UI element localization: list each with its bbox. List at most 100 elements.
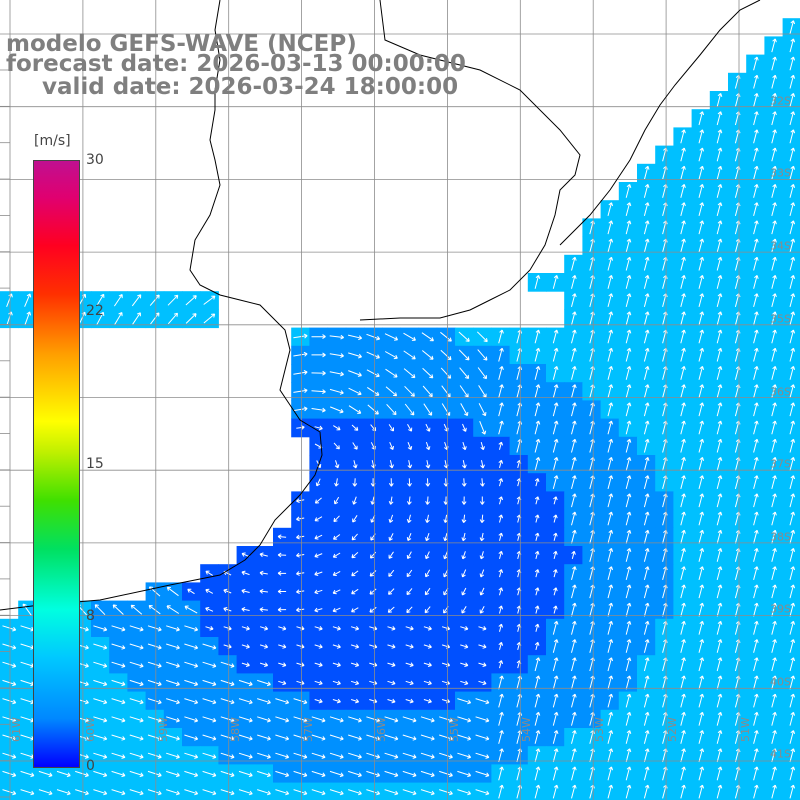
wind-arrow: [422, 385, 433, 398]
wind-arrow: [753, 693, 759, 708]
wind-arrow: [753, 784, 759, 799]
wind-arrow: [315, 478, 321, 487]
wind-arrow: [462, 423, 467, 432]
wind-arrow: [607, 675, 614, 690]
wind-arrow: [625, 675, 632, 690]
wind-arrow: [366, 716, 381, 723]
wind-arrow: [111, 661, 126, 668]
wind-arrow: [607, 620, 614, 635]
wind-arrow: [771, 438, 777, 453]
wind-arrow: [314, 516, 323, 522]
wind-arrow: [129, 643, 144, 650]
wind-arrow: [753, 238, 759, 253]
wind-arrow: [571, 566, 577, 581]
wind-arrow: [167, 312, 178, 325]
wind-arrow: [680, 202, 686, 217]
wind-arrow: [753, 384, 759, 399]
wind-arrow: [789, 602, 796, 617]
wind-arrow: [111, 734, 126, 741]
wind-arrow: [680, 329, 686, 344]
wind-arrow: [296, 662, 305, 667]
wind-arrow: [698, 675, 705, 690]
wind-arrow: [698, 566, 705, 581]
wind-arrow: [388, 551, 394, 559]
wind-arrow: [402, 789, 417, 796]
wind-arrow: [348, 387, 362, 396]
wind-arrow: [625, 693, 632, 708]
wind-arrow: [789, 693, 796, 708]
wind-arrow: [348, 405, 362, 414]
wind-arrow: [184, 734, 199, 741]
wind-arrow: [552, 438, 559, 453]
wind-arrow: [275, 698, 290, 705]
wind-arrow: [643, 711, 650, 726]
lat-label: 37S: [770, 457, 791, 471]
wind-arrow: [223, 607, 232, 612]
wind-arrow: [643, 366, 650, 380]
wind-arrow: [716, 620, 723, 635]
wind-arrow: [607, 238, 614, 253]
wind-arrow: [367, 386, 380, 396]
wind-arrow: [753, 220, 759, 235]
wind-arrow: [753, 111, 759, 126]
wind-arrow: [607, 584, 614, 599]
wind-arrow: [202, 789, 217, 796]
wind-arrow: [477, 349, 488, 361]
wind-arrow: [332, 644, 341, 649]
wind-arrow: [716, 784, 723, 799]
wind-arrow: [607, 639, 614, 653]
wind-arrow: [680, 711, 686, 726]
wind-arrow: [277, 589, 287, 594]
wind-arrow: [111, 698, 126, 705]
wind-arrow: [625, 584, 632, 599]
wind-arrow: [680, 129, 686, 144]
wind-arrow: [753, 366, 759, 380]
wind-arrow: [571, 293, 577, 308]
wind-arrow: [534, 384, 541, 399]
wind-arrow: [220, 789, 235, 796]
wind-arrow: [332, 625, 341, 631]
wind-arrow: [771, 711, 777, 726]
wind-arrow: [2, 734, 17, 741]
wind-arrow: [534, 532, 540, 541]
wind-arrow: [553, 514, 558, 523]
wind-arrow: [406, 588, 413, 596]
wind-arrow: [475, 698, 490, 705]
wind-arrow: [388, 533, 394, 541]
wind-arrow: [698, 438, 705, 453]
wind-arrow: [716, 420, 723, 435]
wind-arrow: [625, 748, 632, 763]
wind-arrow: [698, 184, 705, 198]
wind-arrow: [2, 679, 17, 687]
wind-arrow: [716, 384, 723, 399]
wind-arrow: [311, 334, 326, 340]
wind-arrow: [534, 457, 541, 471]
wind-arrow: [296, 625, 305, 631]
lat-label: 32S: [770, 94, 791, 108]
wind-arrow: [241, 570, 250, 576]
wind-arrow: [311, 716, 326, 723]
wind-arrow: [643, 275, 650, 289]
wind-arrow: [311, 352, 326, 358]
wind-arrow: [716, 730, 723, 744]
wind-arrow: [2, 789, 17, 796]
wind-arrow: [348, 716, 362, 723]
wind-arrow: [571, 420, 577, 435]
wind-arrow: [698, 457, 705, 471]
wind-arrow: [789, 511, 796, 526]
wind-arrow: [552, 711, 559, 726]
wind-arrow: [366, 770, 381, 778]
wind-arrow: [369, 588, 377, 595]
wind-arrow: [461, 551, 467, 560]
wind-arrow: [329, 388, 344, 395]
wind-arrow: [111, 770, 126, 778]
wind-arrow: [698, 384, 705, 399]
wind-arrow: [680, 220, 686, 235]
wind-arrow: [293, 351, 308, 357]
wind-arrow: [552, 675, 559, 690]
wind-arrow: [352, 496, 357, 505]
wind-arrow: [753, 639, 759, 653]
wind-arrow: [571, 311, 577, 326]
wind-arrow: [366, 351, 380, 359]
wind-arrow: [184, 789, 199, 796]
